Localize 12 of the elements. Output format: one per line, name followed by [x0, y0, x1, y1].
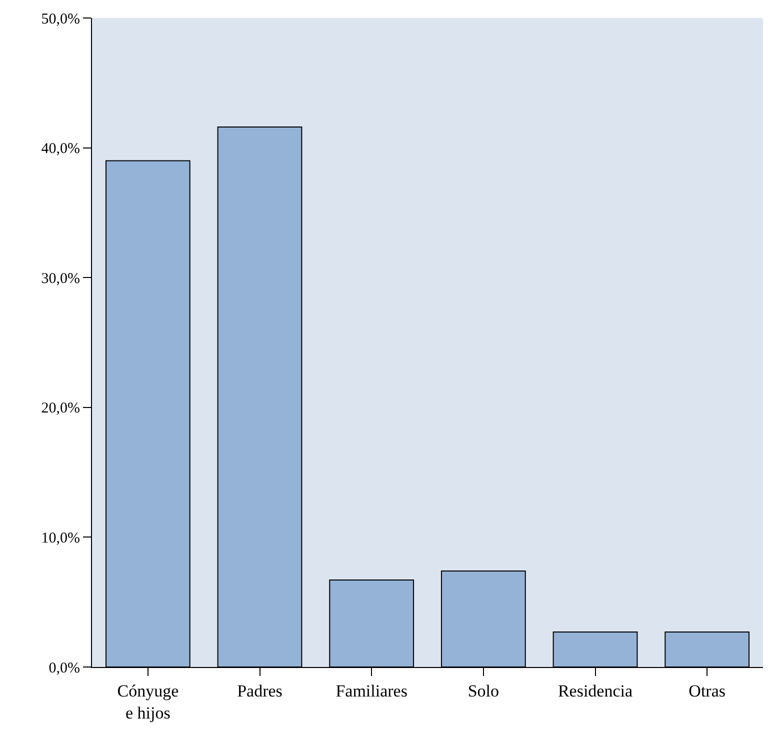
y-tick-label: 50,0%: [41, 11, 80, 28]
x-tick-label: Residencia: [558, 681, 633, 700]
x-tick-label: Otras: [688, 681, 726, 700]
x-tick-label: Padres: [237, 681, 282, 700]
x-tick-label: Cónyuge e hijos: [117, 681, 179, 722]
y-tick-label: 20,0%: [41, 400, 80, 417]
x-tick-label: Solo: [468, 681, 500, 700]
y-tick-label: 40,0%: [41, 141, 80, 158]
y-tick-label: 10,0%: [41, 530, 80, 546]
x-tick-label: Familiares: [336, 681, 408, 700]
y-tick-label: 30,0%: [41, 270, 80, 287]
y-tick-label: 0,0%: [48, 660, 80, 676]
